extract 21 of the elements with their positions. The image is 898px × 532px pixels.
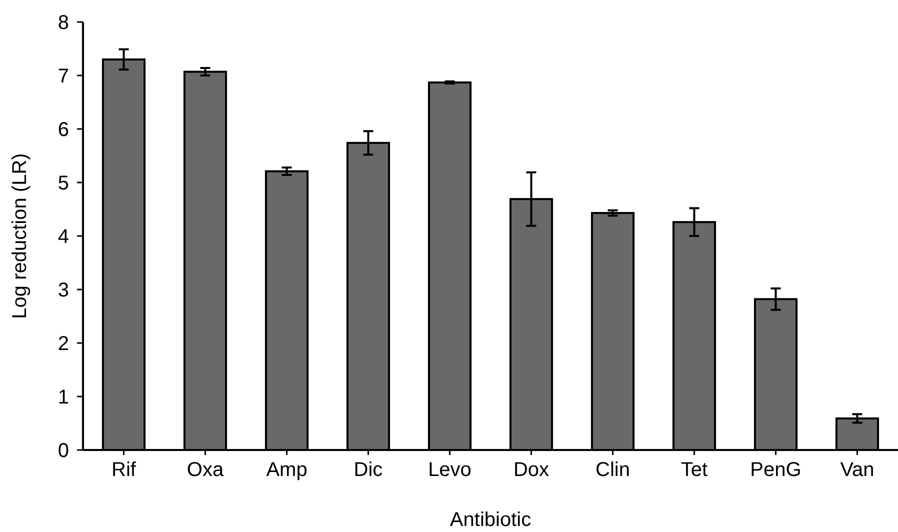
x-tick-label: PenG [750,459,802,481]
y-axis-title: Log reduction (LR) [9,153,31,319]
y-tick-label: 5 [58,172,69,194]
x-tick-label: Rif [112,459,136,481]
y-tick-label: 7 [58,66,69,88]
y-tick-label: 6 [58,119,69,141]
y-tick-label: 1 [58,386,69,408]
x-tick-label: Van [840,459,874,481]
x-tick-label: Levo [428,459,472,481]
x-tick-label: Oxa [186,459,224,481]
x-tick-label: Clin [596,459,630,481]
y-tick-label: 0 [58,440,69,462]
y-tick-label: 2 [58,333,69,355]
x-axis-title: Antibiotic [450,509,532,531]
y-tick-label: 4 [58,226,69,248]
x-tick-label: Amp [266,459,308,481]
x-tick-label: Dic [354,459,383,481]
x-tick-label: Dox [513,459,550,481]
y-tick-label: 8 [58,12,69,34]
x-tick-label: Tet [680,459,708,481]
y-tick-label: 3 [58,280,69,302]
